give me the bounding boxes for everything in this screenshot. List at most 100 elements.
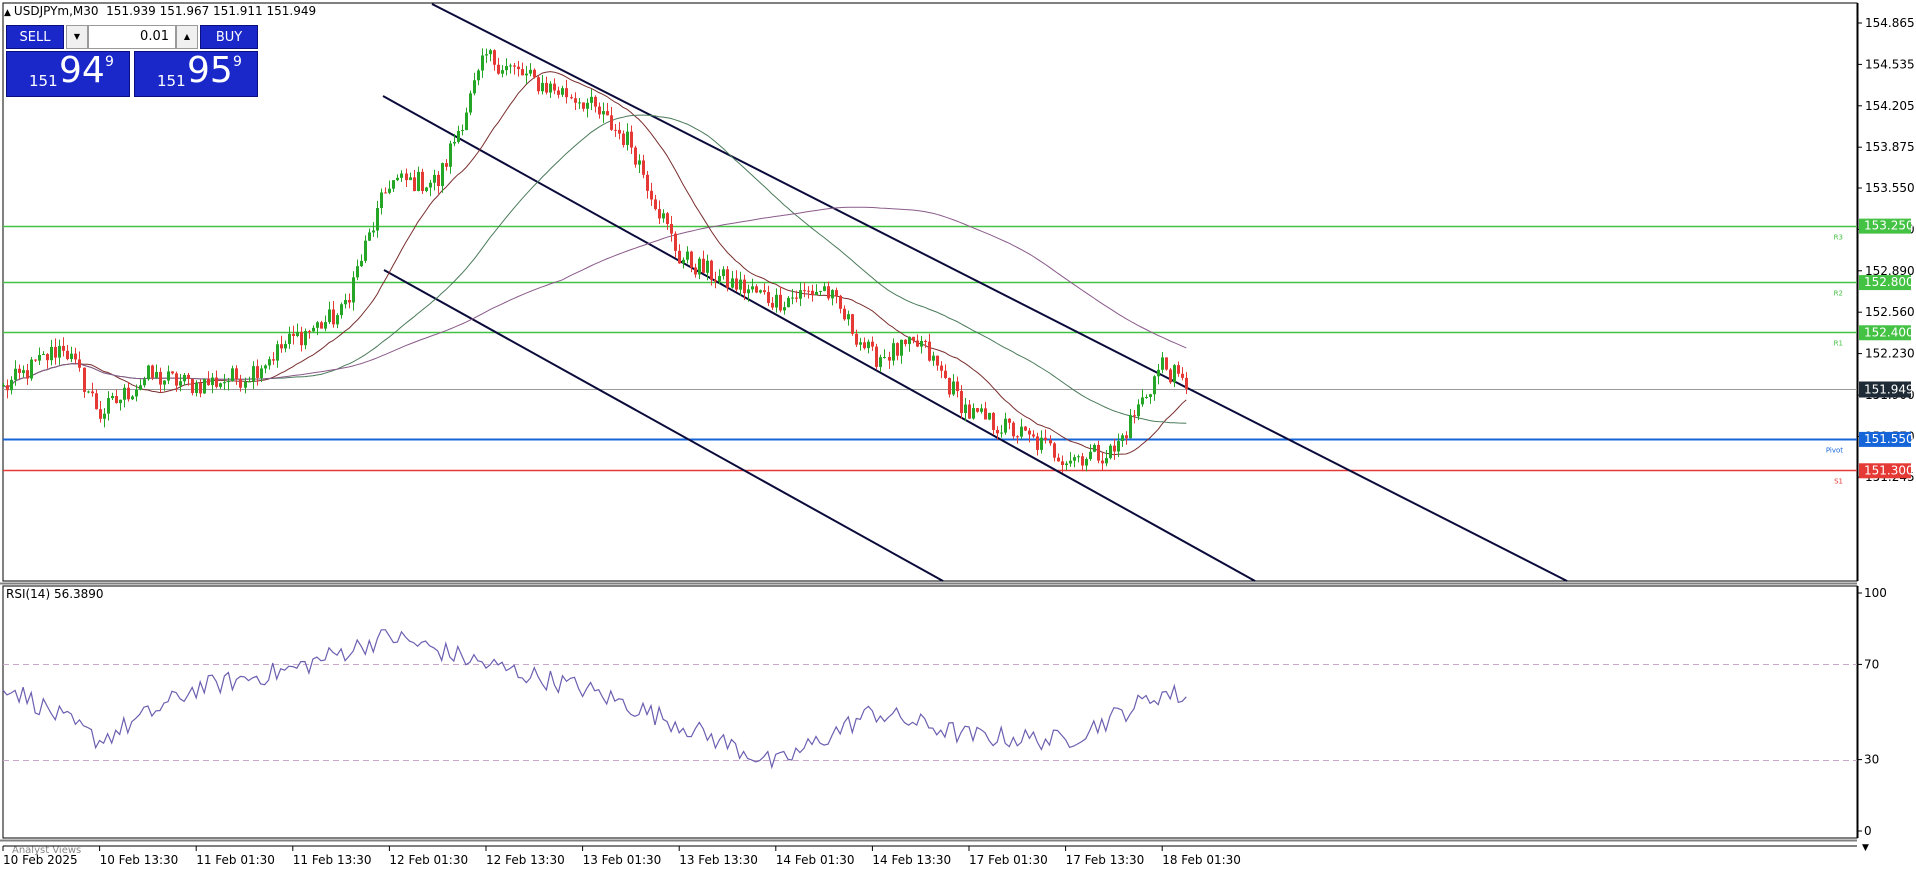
candle xyxy=(1053,442,1056,462)
candle xyxy=(429,179,432,197)
candle xyxy=(6,379,9,399)
candle xyxy=(473,72,476,96)
candle xyxy=(714,271,717,289)
symbol-label: USDJPYm,M30 xyxy=(13,4,99,18)
lot-increase-button[interactable]: ▲ xyxy=(176,25,198,49)
candle xyxy=(489,48,492,62)
candle xyxy=(493,49,496,71)
candle xyxy=(481,48,484,78)
candle xyxy=(916,334,919,348)
level-price-label: 152.400 xyxy=(1864,325,1914,339)
candle xyxy=(183,373,186,386)
rsi-tick-label: 100 xyxy=(1864,586,1887,600)
candle xyxy=(107,391,110,421)
candle xyxy=(1101,452,1104,471)
candle xyxy=(598,102,601,119)
candle xyxy=(1113,438,1116,460)
candle xyxy=(87,390,90,394)
candle xyxy=(553,78,556,95)
candle xyxy=(95,389,98,410)
candle xyxy=(747,284,750,302)
candle xyxy=(1036,432,1039,456)
candle xyxy=(1020,418,1023,440)
candle xyxy=(771,297,774,310)
candle xyxy=(70,346,73,363)
buy-price-sup: 9 xyxy=(233,54,242,70)
candle xyxy=(855,329,858,347)
trend-channel-line-2[interactable] xyxy=(382,95,1256,582)
candle xyxy=(735,270,738,292)
trend-channel-line-1[interactable] xyxy=(431,3,1568,582)
candle xyxy=(413,169,416,192)
candle xyxy=(646,171,649,199)
candle xyxy=(1105,450,1108,467)
candle xyxy=(811,284,814,302)
level-tag-r2: R2 xyxy=(1834,290,1843,298)
candle xyxy=(956,376,959,398)
candle xyxy=(388,180,391,195)
candle xyxy=(1133,409,1136,424)
rsi-tick-label: 0 xyxy=(1864,824,1872,838)
candle xyxy=(1024,425,1027,431)
candle xyxy=(1157,363,1160,385)
time-tick-label: 14 Feb 01:30 xyxy=(776,853,855,867)
candle xyxy=(99,401,102,423)
candle xyxy=(368,228,371,241)
lot-size-input[interactable]: 0.01 xyxy=(88,25,176,49)
level-price-tag xyxy=(1859,325,1911,341)
sell-button[interactable]: SELL xyxy=(6,25,64,49)
candle xyxy=(103,408,106,428)
candle xyxy=(710,259,713,286)
candle xyxy=(574,92,577,111)
candle xyxy=(384,187,387,194)
candle xyxy=(1149,393,1152,404)
candle xyxy=(433,169,436,191)
candle xyxy=(940,361,943,379)
candle xyxy=(1117,433,1120,458)
rsi-plot-area[interactable] xyxy=(2,585,1858,839)
lot-decrease-button[interactable]: ▼ xyxy=(66,25,88,49)
candle xyxy=(964,398,967,421)
candle xyxy=(437,171,440,194)
candle xyxy=(1077,454,1080,463)
analyst-views-tab[interactable]: Analyst Views xyxy=(12,845,81,856)
triangle-up-icon[interactable]: ▲ xyxy=(4,8,11,18)
candle xyxy=(219,382,222,389)
buy-price-prefix: 151 xyxy=(157,72,186,90)
candle xyxy=(952,374,955,397)
time-tick-label: 17 Feb 13:30 xyxy=(1066,853,1145,867)
sell-price-box[interactable]: 151 94 9 xyxy=(6,50,130,97)
candle xyxy=(767,285,770,307)
buy-price-box[interactable]: 151 95 9 xyxy=(134,50,258,97)
candle xyxy=(175,371,178,392)
candle xyxy=(565,79,568,104)
candle xyxy=(618,122,621,140)
candle xyxy=(690,250,693,273)
candle xyxy=(743,274,746,300)
symbol-header: ▲ USDJPYm,M30 151.939 151.967 151.911 151… xyxy=(4,4,316,18)
candle xyxy=(928,333,931,362)
price-tick-label: 152.230 xyxy=(1865,347,1915,361)
candle xyxy=(513,62,516,75)
level-price-label: 152.800 xyxy=(1864,275,1914,289)
candle xyxy=(578,98,581,110)
candle xyxy=(1069,452,1072,467)
candle xyxy=(34,359,37,363)
candle xyxy=(215,370,218,389)
price-plot-area[interactable] xyxy=(2,2,1858,582)
candle xyxy=(1057,453,1060,462)
candle xyxy=(276,340,279,368)
trend-channel-line-3[interactable] xyxy=(383,269,944,582)
candle xyxy=(127,382,130,402)
time-tick-label: 13 Feb 01:30 xyxy=(583,853,662,867)
buy-button[interactable]: BUY xyxy=(200,25,258,49)
candle xyxy=(30,357,33,381)
candle xyxy=(787,295,790,308)
candle xyxy=(867,339,870,354)
time-tick-label: 13 Feb 13:30 xyxy=(679,853,758,867)
candle xyxy=(62,337,65,357)
candle xyxy=(1008,418,1011,430)
chart-scroll-icon[interactable]: ▼ xyxy=(1862,843,1869,853)
candle xyxy=(167,365,170,385)
